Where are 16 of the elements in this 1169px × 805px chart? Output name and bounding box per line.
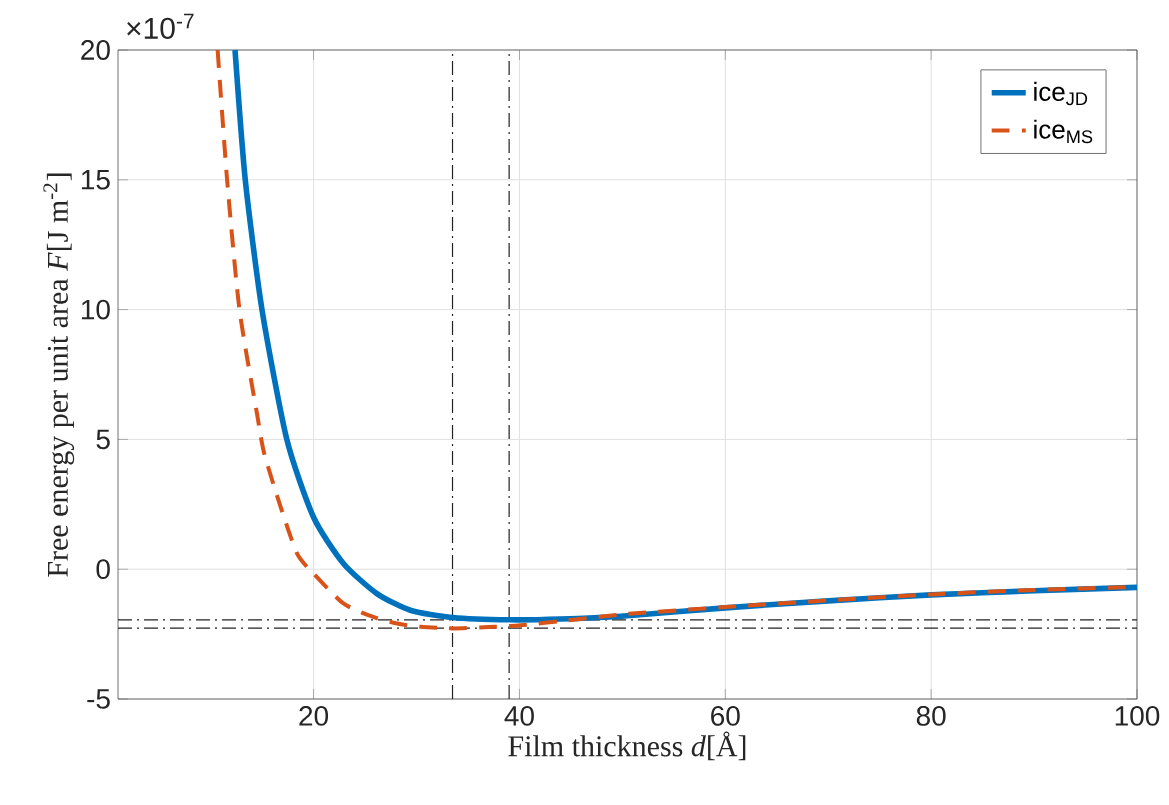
y-axis-title: Free energy per unit area F[J m$^{-2}$] bbox=[43, 173, 75, 577]
x-tick-label: 100 bbox=[1115, 706, 1160, 726]
legend-label: ice$_{JD}$ bbox=[1034, 81, 1088, 106]
x-tick-label: 20 bbox=[299, 706, 329, 726]
y-tick-label: 5 bbox=[96, 429, 110, 450]
y-tick-label: 20 bbox=[81, 40, 110, 60]
y-tick-label: -5 bbox=[87, 689, 110, 709]
x-tick-label: 60 bbox=[711, 706, 740, 726]
y-tick-label: 15 bbox=[81, 170, 110, 190]
y-tick-label: 10 bbox=[81, 299, 110, 320]
text: ×10$^{-7}$ bbox=[127, 13, 194, 39]
x-tick-label: 40 bbox=[504, 706, 534, 726]
y-tick-label: 0 bbox=[96, 559, 110, 580]
x-tick-label: 80 bbox=[916, 706, 946, 726]
legend-label: ice$_{MS}$ bbox=[1034, 119, 1093, 144]
x-axis-title: Film thickness d[Å] bbox=[508, 731, 746, 761]
